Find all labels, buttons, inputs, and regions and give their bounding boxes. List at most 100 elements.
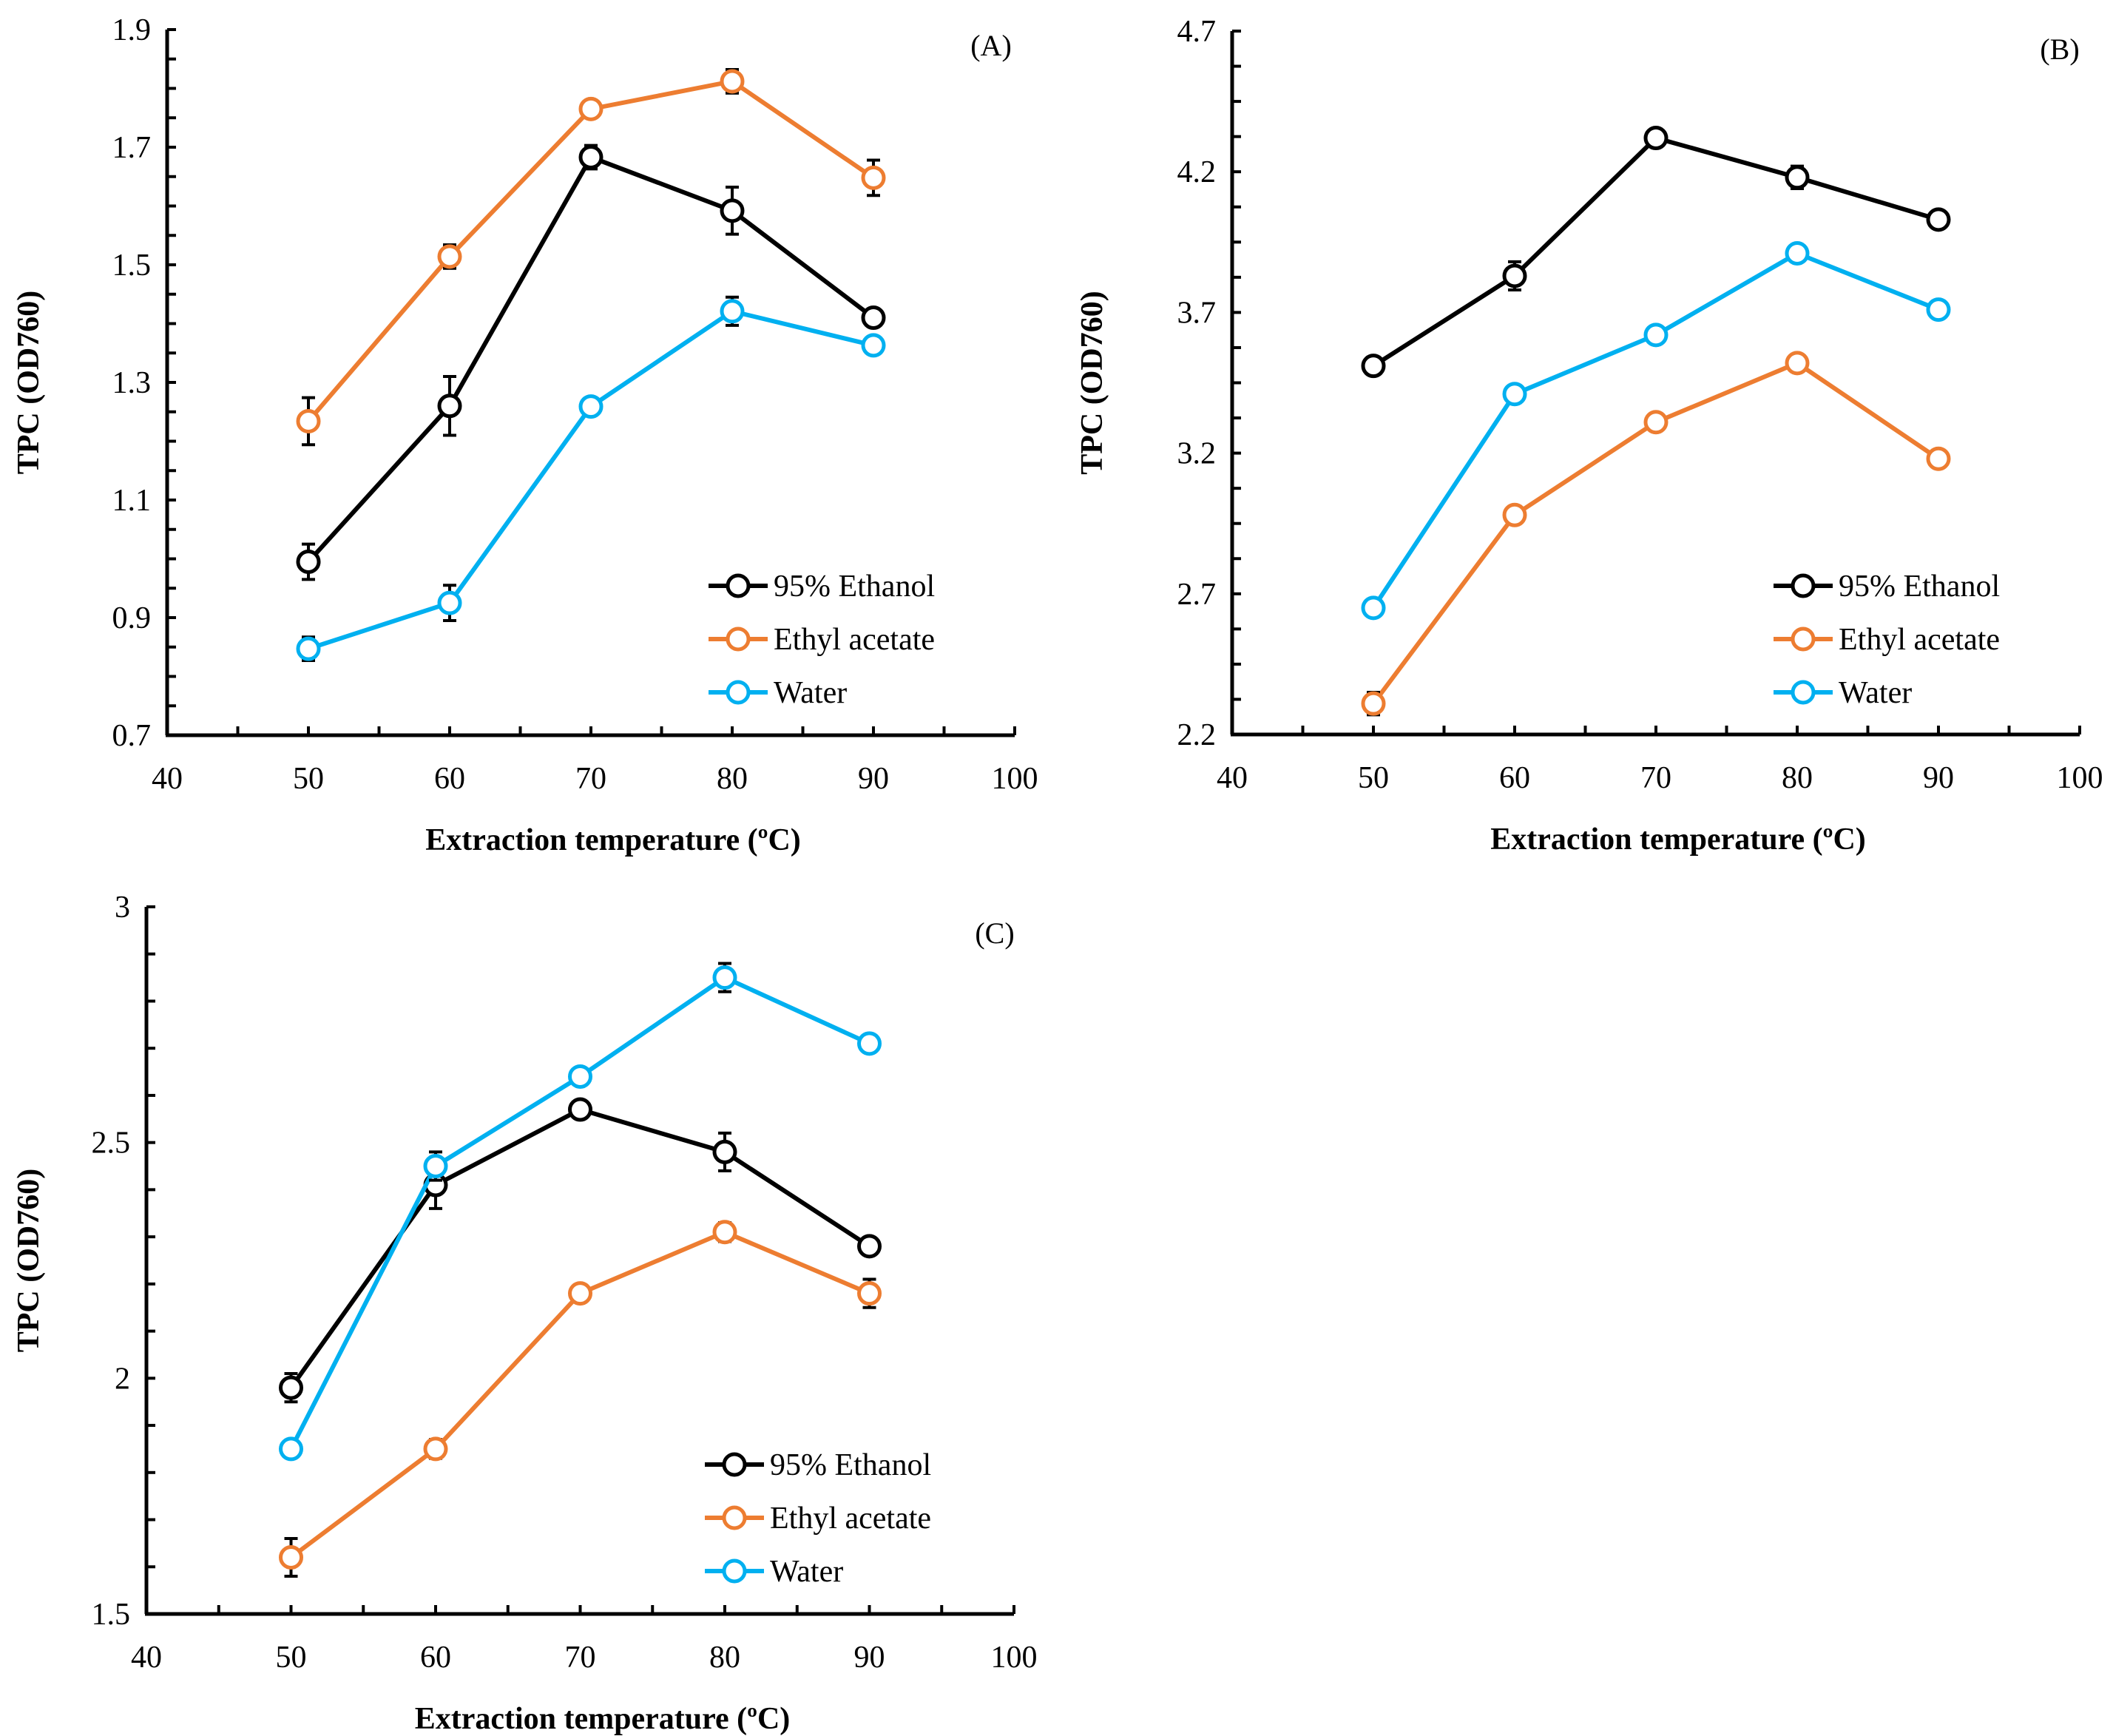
- x-tick-label: 80: [709, 1641, 740, 1675]
- data-point: [857, 1281, 882, 1306]
- series-line: [288, 975, 870, 1450]
- legend-item: Ethyl acetate: [705, 1502, 931, 1536]
- series-95-ethanol: [1361, 126, 1951, 379]
- legend: 95% Ethanol Ethyl acetate Water: [709, 570, 935, 710]
- legend-label: Ethyl acetate: [774, 623, 935, 657]
- data-point: [437, 590, 462, 615]
- chart-panel-c: 1.5 2 2.5 3 40 50 60 70 80 90 100 Extraction temper…: [12, 891, 1038, 1736]
- legend-label: Water: [1839, 676, 1912, 710]
- x-tick-label: 100: [992, 762, 1038, 796]
- data-point: [296, 408, 321, 433]
- data-point: [861, 165, 886, 190]
- legend-marker: [722, 1505, 747, 1530]
- data-point: [279, 1545, 303, 1570]
- x-tick-label: 100: [2057, 761, 2103, 795]
- y-tick-label: 1.5: [92, 1598, 131, 1632]
- x-axis-title: Extraction temperature (ºC): [1490, 823, 1866, 857]
- y-axis-title: TPC (OD760): [12, 291, 46, 474]
- legend-label: Ethyl acetate: [770, 1502, 931, 1536]
- series-line: [289, 1107, 871, 1389]
- y-tick-label: 3.7: [1177, 296, 1217, 330]
- series-line: [306, 154, 875, 564]
- data-point: [568, 1281, 592, 1306]
- panel-label: (A): [970, 29, 1012, 62]
- legend-marker: [1791, 573, 1816, 598]
- legend-label: 95% Ethanol: [770, 1448, 931, 1482]
- y-tick-label: 1.3: [112, 366, 152, 400]
- data-point: [437, 394, 462, 419]
- data-point: [1643, 126, 1669, 151]
- data-point: [578, 145, 604, 170]
- data-point: [1926, 446, 1951, 471]
- x-tick-label: 60: [420, 1641, 451, 1675]
- y-tick-label: 1.5: [112, 249, 152, 283]
- data-point: [578, 394, 604, 419]
- legend-label: 95% Ethanol: [1839, 570, 2000, 604]
- legend-item: Water: [705, 1555, 843, 1589]
- x-tick-label: 50: [1358, 761, 1389, 795]
- data-point: [1502, 502, 1527, 527]
- x-tick-label: 40: [152, 762, 183, 796]
- panel-label: (B): [2040, 33, 2079, 66]
- data-point: [279, 1436, 303, 1462]
- series-water: [296, 295, 886, 663]
- data-point: [861, 305, 886, 331]
- legend-marker: [722, 1558, 747, 1584]
- legend-item: Ethyl acetate: [709, 623, 935, 657]
- x-tick-label: 70: [575, 762, 606, 796]
- x-tick-label: 70: [1640, 761, 1671, 795]
- series-95-ethanol: [296, 143, 886, 581]
- data-point: [1926, 207, 1951, 232]
- y-tick-label: 4.7: [1177, 15, 1217, 49]
- data-point: [296, 636, 321, 661]
- legend-marker: [726, 573, 751, 598]
- legend-marker: [722, 1452, 747, 1477]
- x-axis-title: Extraction temperature (ºC): [415, 1702, 791, 1736]
- x-tick-label: 80: [1782, 761, 1813, 795]
- series-water: [1361, 241, 1951, 621]
- x-tick-label: 50: [276, 1641, 307, 1675]
- y-tick-label: 2.7: [1177, 578, 1217, 612]
- legend-marker: [1791, 680, 1816, 705]
- data-point: [861, 333, 886, 358]
- y-axis-title: TPC (OD760): [1075, 291, 1109, 474]
- x-tick-label: 40: [1217, 761, 1248, 795]
- legend-marker: [726, 626, 751, 652]
- data-point: [423, 1436, 448, 1462]
- y-tick-label: 1.1: [112, 484, 152, 518]
- data-point: [1643, 410, 1669, 435]
- data-point: [1502, 263, 1527, 288]
- y-tick-label: 0.9: [112, 601, 152, 635]
- legend-label: Ethyl acetate: [1839, 623, 2000, 657]
- data-point: [423, 1154, 448, 1179]
- x-tick-label: 50: [293, 762, 324, 796]
- x-tick-label: 90: [1923, 761, 1954, 795]
- data-point: [1643, 322, 1669, 348]
- data-point: [568, 1064, 592, 1089]
- y-tick-label: 1.7: [112, 131, 152, 165]
- data-point: [857, 1031, 882, 1056]
- data-point: [279, 1375, 303, 1400]
- legend-label: 95% Ethanol: [774, 570, 935, 604]
- y-tick-label: 0.7: [112, 719, 152, 753]
- y-tick-label: 2.5: [92, 1127, 131, 1161]
- data-point: [1361, 354, 1386, 379]
- x-tick-label: 40: [131, 1641, 162, 1675]
- y-tick-label: 2: [115, 1362, 130, 1396]
- data-point: [1502, 382, 1527, 407]
- data-point: [1785, 165, 1810, 190]
- legend-item: 95% Ethanol: [709, 570, 935, 604]
- legend-label: Water: [774, 676, 847, 710]
- series-ethyl-acetate: [296, 68, 886, 447]
- x-tick-label: 90: [854, 1641, 885, 1675]
- data-point: [720, 299, 745, 324]
- data-point: [720, 69, 745, 94]
- legend-item: Water: [1774, 676, 1912, 710]
- legend: 95% Ethanol Ethyl acetate Water: [1774, 570, 2000, 710]
- legend-item: 95% Ethanol: [1774, 570, 2000, 604]
- series-water: [279, 962, 882, 1462]
- series-95-ethanol: [279, 1097, 882, 1404]
- x-tick-label: 80: [717, 762, 748, 796]
- x-tick-label: 100: [991, 1641, 1038, 1675]
- y-tick-label: 3: [115, 891, 130, 925]
